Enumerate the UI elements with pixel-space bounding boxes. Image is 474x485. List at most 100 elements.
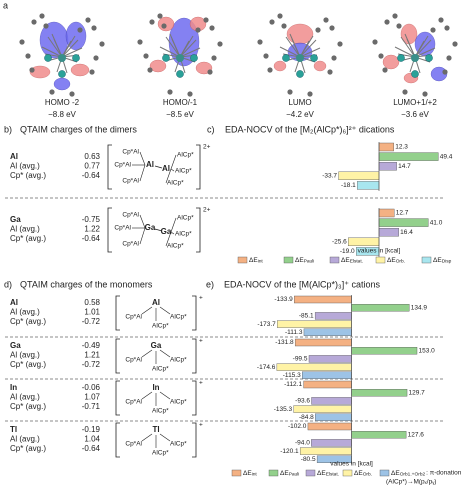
bar (302, 371, 352, 379)
legend-label: ΔEOrb. (387, 257, 405, 265)
atom (331, 55, 337, 61)
charge-value: 1.22 (84, 225, 100, 234)
atom (143, 53, 149, 59)
ligand: AlCp* (170, 314, 187, 321)
value-label: 14.7 (398, 163, 411, 170)
atom (267, 67, 273, 73)
value-label: 129.7 (409, 389, 426, 396)
bracket (192, 295, 197, 331)
bond (170, 154, 177, 170)
value-label: 16.4 (400, 229, 413, 236)
charge-value: 1.01 (84, 308, 100, 317)
structure-charge: + (199, 295, 203, 302)
al-atom (310, 54, 318, 62)
legend-label: ΔEOrb1.+Orb2 (391, 470, 425, 478)
charge-label: Cp* (avg.) (10, 360, 46, 369)
value-label: -93.6 (295, 398, 310, 405)
legend-label: ΔEPauli (295, 257, 314, 265)
atom (29, 67, 35, 73)
value-label: -111.3 (285, 329, 303, 336)
bracket (115, 422, 120, 458)
bar (357, 181, 380, 190)
charge-label: Al (avg.) (10, 351, 40, 360)
al-atom (176, 70, 184, 78)
legend-swatch (329, 256, 340, 264)
value-label: -84.8 (299, 414, 314, 421)
value-label: -99.5 (293, 356, 308, 363)
chart-title: EDA-NOCV of the [M₂(AlCp*)₆]²⁺ dications (225, 124, 395, 134)
panel-label: d) (4, 279, 12, 289)
charge-value: -0.71 (82, 402, 101, 411)
atom (39, 13, 45, 19)
charge-value: 0.63 (84, 152, 100, 161)
bar (303, 328, 352, 336)
bond (159, 391, 171, 400)
ligand: Cp*Al (122, 241, 139, 248)
al-atom (44, 54, 52, 62)
metal-atom (411, 54, 419, 62)
value-label: 127.6 (408, 431, 425, 438)
bond (279, 46, 301, 58)
structure-charge: + (199, 422, 203, 429)
al-atom (282, 54, 290, 62)
atom (392, 13, 398, 19)
charge-value: 1.07 (84, 393, 100, 402)
al-atom (425, 54, 433, 62)
charge-label: Cp* (avg.) (10, 317, 46, 326)
center-atom: Al (152, 298, 160, 307)
panel-label: b) (4, 124, 12, 134)
annotation: : π-donation (426, 470, 462, 477)
bond (179, 39, 197, 58)
bracket (196, 207, 201, 253)
atom (19, 39, 25, 45)
atom (167, 89, 173, 95)
molecule (137, 13, 223, 97)
bar (294, 295, 352, 304)
atom (372, 39, 378, 45)
atom (452, 41, 458, 47)
al-atom (397, 54, 405, 62)
bond (159, 46, 181, 58)
orbital-lobe (53, 77, 71, 91)
value-label: -174.6 (257, 364, 276, 371)
bond (141, 306, 153, 315)
al-atom (72, 54, 80, 62)
bar (299, 447, 352, 455)
atom (430, 27, 436, 33)
atom (382, 67, 388, 73)
charge-label: Ga (10, 341, 21, 350)
atom (438, 17, 444, 23)
legend-label: ΔEElstat. (341, 257, 363, 265)
bond (299, 47, 321, 58)
bond (159, 349, 171, 358)
bar (378, 208, 395, 218)
charge-label: Al (avg.) (10, 435, 40, 444)
charge-label: Al (avg.) (10, 393, 40, 402)
orbital-energy: −3.6 eV (401, 110, 429, 119)
orbital-lobe (286, 23, 314, 45)
legend-label: ΔEint (243, 470, 257, 478)
bond (139, 214, 146, 229)
bond (139, 227, 146, 245)
atom (93, 55, 99, 61)
ligand: Cp*Al (114, 162, 131, 169)
bar (294, 338, 352, 347)
ligand: AlCp* (175, 168, 192, 175)
bond (53, 38, 63, 58)
legend-label: ΔEint (249, 257, 263, 265)
charge-label: Al (avg.) (10, 308, 40, 317)
bond (159, 433, 171, 442)
atom (307, 91, 313, 97)
atom (263, 53, 269, 59)
charge-value: -0.72 (82, 360, 101, 369)
atom (99, 41, 105, 47)
value-label: 41.0 (430, 219, 443, 226)
atom (323, 17, 329, 23)
bar (314, 312, 352, 320)
bond (165, 36, 181, 58)
annotation: (AlCp*)→M(pₓ/pᵧ) (386, 479, 436, 485)
bracket (115, 380, 120, 416)
bond (139, 164, 146, 182)
atom (157, 13, 163, 19)
bracket (196, 144, 201, 190)
